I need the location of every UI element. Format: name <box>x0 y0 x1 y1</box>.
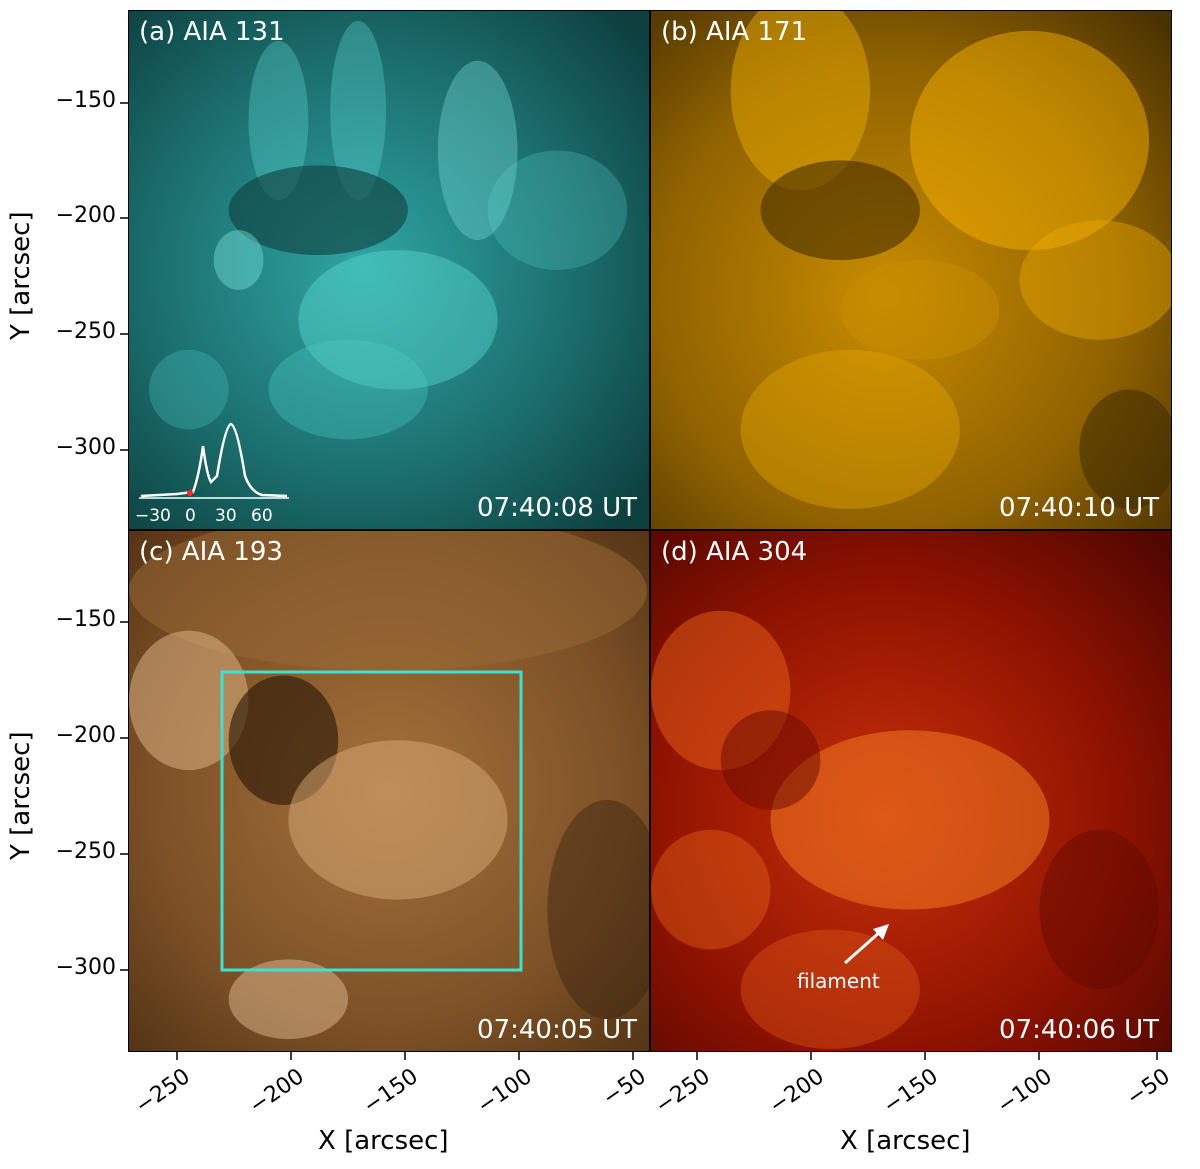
y-tick-label: −150 <box>55 607 116 632</box>
inset-tick: 0 <box>185 506 196 526</box>
aia-193-image <box>129 531 649 1051</box>
panel-timestamp: 07:40:10 UT <box>999 493 1159 523</box>
panel-label: (b) AIA 171 <box>661 17 808 47</box>
panel-aia-131: −30 0 30 60 (a) AIA 131 07:40:08 UT <box>128 10 650 530</box>
selection-box <box>220 670 523 972</box>
panel-label: (c) AIA 193 <box>139 537 283 567</box>
inset-tick: 30 <box>215 506 237 526</box>
panel-aia-193: (c) AIA 193 07:40:05 UT <box>128 530 650 1052</box>
inset-tick-labels: −30 0 30 60 <box>133 506 293 528</box>
panel-aia-171: (b) AIA 171 07:40:10 UT <box>650 10 1172 530</box>
y-tick-label: −200 <box>55 723 116 748</box>
y-tick-label: −250 <box>55 839 116 864</box>
panel-label: (d) AIA 304 <box>661 537 808 567</box>
inset-light-curve <box>139 422 289 499</box>
y-tick-label: −150 <box>55 88 116 113</box>
y-tick-label: −300 <box>55 435 116 460</box>
y-tick-label: −250 <box>55 319 116 344</box>
panel-label: (a) AIA 131 <box>139 17 285 47</box>
filament-label: filament <box>797 969 880 993</box>
panel-aia-304: filament (d) AIA 304 07:40:06 UT <box>650 530 1172 1052</box>
x-axis-label: X [arcsec] <box>318 1126 449 1156</box>
x-axis-label: X [arcsec] <box>840 1126 971 1156</box>
filament-arrow <box>844 924 889 965</box>
aia-304-image <box>651 531 1171 1051</box>
aia-171-image <box>651 11 1171 529</box>
inset-tick: −30 <box>135 506 171 526</box>
y-tick-label: −200 <box>55 203 116 228</box>
panel-timestamp: 07:40:08 UT <box>477 493 637 523</box>
panel-timestamp: 07:40:06 UT <box>999 1015 1159 1045</box>
aia-131-image <box>129 11 649 529</box>
inset-tick: 60 <box>251 506 273 526</box>
y-tick-label: −300 <box>55 955 116 980</box>
y-axis-label: Y [arcsec] <box>6 731 36 860</box>
y-axis-label: Y [arcsec] <box>6 211 36 340</box>
panel-timestamp: 07:40:05 UT <box>477 1015 637 1045</box>
